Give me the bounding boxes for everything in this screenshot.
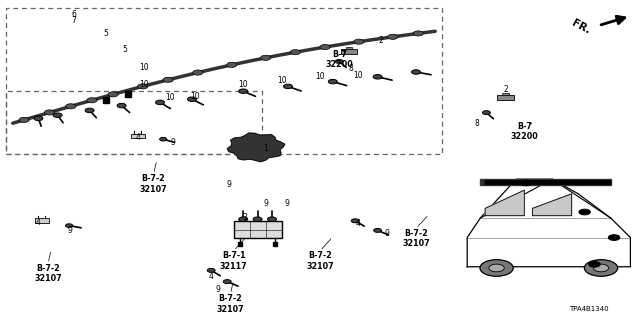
Text: 5: 5	[122, 45, 127, 54]
Circle shape	[239, 217, 248, 221]
Circle shape	[480, 260, 513, 276]
Text: 4: 4	[209, 272, 214, 281]
Text: B-7-2
32107: B-7-2 32107	[402, 229, 430, 248]
Circle shape	[65, 224, 73, 228]
Circle shape	[320, 44, 330, 50]
Text: 10: 10	[276, 76, 287, 84]
Text: 10: 10	[164, 93, 175, 102]
Text: 2: 2	[503, 85, 508, 94]
Circle shape	[268, 217, 276, 221]
Circle shape	[483, 111, 490, 115]
Circle shape	[584, 260, 618, 276]
Circle shape	[253, 217, 262, 221]
Circle shape	[232, 135, 280, 159]
Text: 10: 10	[139, 63, 149, 72]
Text: 9: 9	[215, 285, 220, 294]
Circle shape	[188, 97, 196, 101]
Circle shape	[335, 60, 343, 63]
Text: 9: 9	[284, 199, 289, 208]
Text: B-7-2
32107: B-7-2 32107	[140, 174, 168, 194]
Text: 1: 1	[263, 144, 268, 153]
Circle shape	[328, 79, 337, 84]
Polygon shape	[467, 179, 630, 267]
Circle shape	[589, 261, 600, 267]
Text: 9: 9	[227, 180, 232, 188]
Circle shape	[609, 235, 620, 240]
Text: 5: 5	[103, 29, 108, 38]
Bar	[340, 49, 357, 54]
Circle shape	[260, 55, 271, 60]
Bar	[234, 221, 282, 238]
Text: 9: 9	[170, 138, 175, 147]
Polygon shape	[485, 190, 524, 216]
Bar	[35, 219, 49, 223]
Text: 4: 4	[356, 220, 361, 228]
Circle shape	[246, 142, 266, 152]
Text: B-7-1
32117: B-7-1 32117	[220, 251, 248, 271]
Text: 10: 10	[238, 80, 248, 89]
Text: 9: 9	[385, 229, 390, 238]
Text: 6: 6	[71, 10, 76, 19]
Text: B-7
32200: B-7 32200	[511, 122, 539, 141]
Circle shape	[351, 219, 359, 223]
Text: 8: 8	[474, 119, 479, 128]
Text: 9: 9	[263, 199, 268, 208]
Circle shape	[579, 209, 591, 215]
Circle shape	[223, 280, 231, 284]
Text: 10: 10	[139, 80, 149, 89]
Circle shape	[207, 268, 215, 272]
Circle shape	[239, 139, 273, 156]
Circle shape	[388, 34, 398, 39]
Circle shape	[284, 84, 292, 89]
Circle shape	[19, 117, 29, 123]
Bar	[131, 134, 145, 138]
Text: B-7-2
32107: B-7-2 32107	[306, 251, 334, 271]
Circle shape	[193, 70, 203, 75]
Circle shape	[374, 228, 381, 232]
Text: 10: 10	[315, 72, 325, 81]
Circle shape	[412, 70, 420, 74]
Circle shape	[290, 50, 300, 55]
Circle shape	[489, 264, 504, 272]
Circle shape	[108, 92, 118, 97]
Text: 10: 10	[353, 71, 364, 80]
Text: B-7-2
32107: B-7-2 32107	[216, 294, 244, 314]
Polygon shape	[227, 133, 285, 162]
Circle shape	[354, 39, 364, 44]
Text: B-7
32200: B-7 32200	[325, 50, 353, 69]
Circle shape	[373, 75, 382, 79]
Text: TPA4B1340: TPA4B1340	[569, 306, 609, 312]
Circle shape	[117, 103, 126, 108]
Circle shape	[156, 100, 164, 105]
Circle shape	[44, 110, 54, 115]
Circle shape	[66, 104, 76, 109]
Circle shape	[138, 84, 148, 89]
Text: 2: 2	[378, 36, 383, 44]
Text: 3: 3	[243, 213, 248, 222]
Circle shape	[159, 137, 167, 141]
Circle shape	[520, 180, 532, 186]
Circle shape	[227, 62, 237, 68]
Circle shape	[34, 116, 43, 121]
Text: 7: 7	[71, 16, 76, 25]
Bar	[346, 47, 352, 49]
Text: 8: 8	[348, 64, 353, 73]
Polygon shape	[532, 194, 572, 216]
Circle shape	[53, 113, 62, 117]
Text: B-7-2
32107: B-7-2 32107	[34, 264, 62, 284]
Text: 10: 10	[190, 92, 200, 100]
Polygon shape	[480, 179, 611, 185]
Circle shape	[87, 98, 97, 103]
Text: 4: 4	[135, 133, 140, 142]
Bar	[497, 95, 514, 100]
Circle shape	[593, 264, 609, 272]
Circle shape	[163, 77, 173, 82]
Text: 9: 9	[68, 226, 73, 235]
Circle shape	[413, 31, 424, 36]
Bar	[502, 93, 509, 95]
Circle shape	[239, 89, 248, 93]
Text: FR.: FR.	[570, 18, 592, 36]
Text: 4: 4	[36, 218, 41, 227]
Circle shape	[85, 108, 94, 113]
